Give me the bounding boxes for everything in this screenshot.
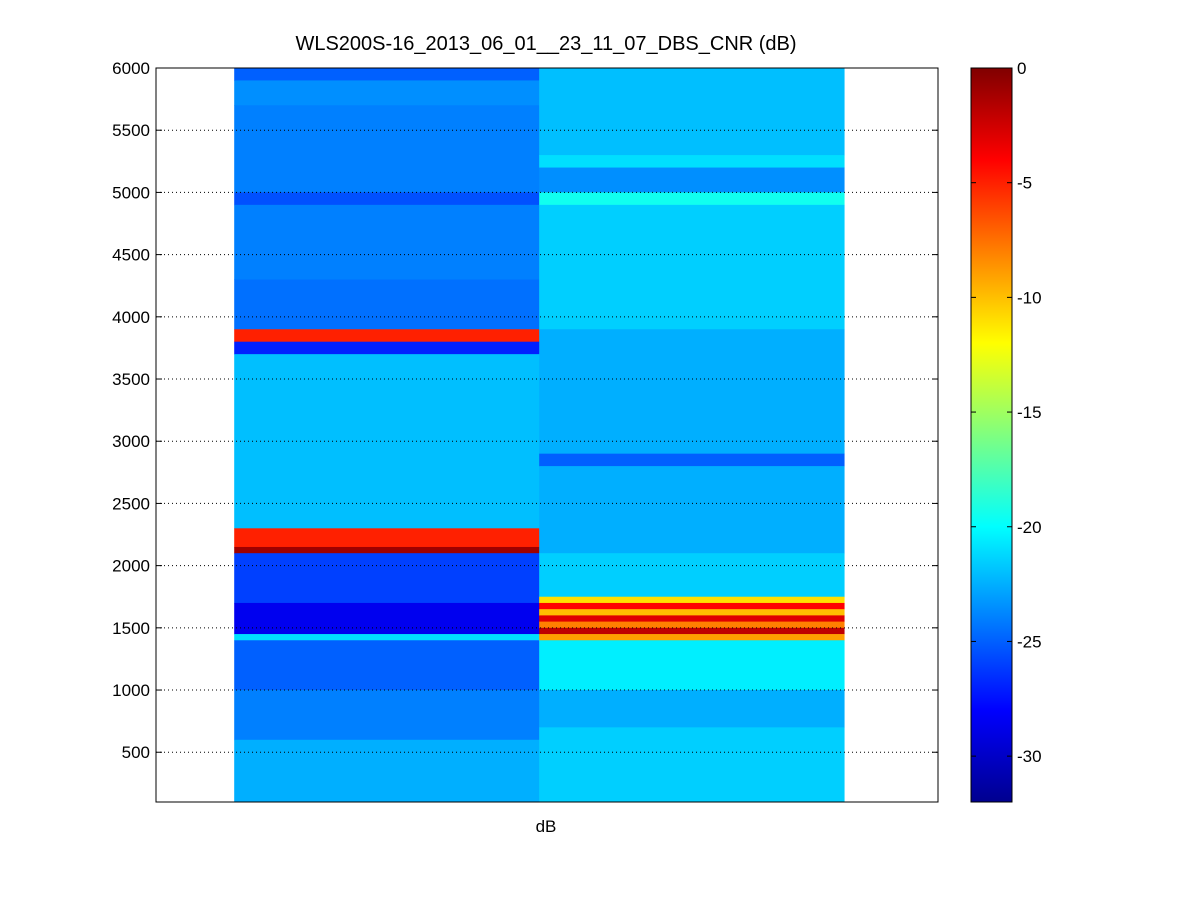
heatmap-cell — [234, 553, 540, 604]
y-tick-label: 4500 — [112, 246, 150, 265]
heatmap-cell — [234, 739, 540, 803]
colorbar-tick-label: -25 — [1017, 632, 1042, 651]
heatmap-cell — [539, 329, 845, 380]
y-tick-label: 1500 — [112, 619, 150, 638]
heatmap-cell — [539, 379, 845, 455]
heatmap-cell — [234, 80, 540, 106]
heatmap-cell — [539, 690, 845, 728]
heatmap-cell — [234, 634, 540, 641]
y-tick-label: 5000 — [112, 183, 150, 202]
colorbar-tick-label: -20 — [1017, 518, 1042, 537]
heatmap-cell — [539, 68, 845, 156]
heatmap-cell — [539, 634, 845, 641]
heatmap-cell — [234, 192, 540, 206]
heatmap-cell — [539, 602, 845, 610]
y-tick-label: 2500 — [112, 494, 150, 513]
heatmap-cell — [539, 466, 845, 554]
heatmap-cell — [539, 621, 845, 629]
heatmap-cell — [539, 192, 845, 206]
colorbar-tick-label: -30 — [1017, 747, 1042, 766]
heatmap-cell — [539, 596, 845, 604]
heatmap-cell — [539, 640, 845, 691]
x-axis-label: dB — [536, 817, 557, 836]
colorbar-tick-label: -15 — [1017, 403, 1042, 422]
y-axis-ticks: 500 1000 1500 2000 2500 3000 3500 4000 4500 5000 5… — [112, 59, 938, 762]
heatmap-cell — [539, 204, 845, 330]
y-tick-label: 3500 — [112, 370, 150, 389]
y-tick-label: 2000 — [112, 557, 150, 576]
y-tick-label: 5500 — [112, 121, 150, 140]
heatmap-cell — [234, 690, 540, 741]
heatmap-cell — [234, 640, 540, 691]
y-tick-label: 6000 — [112, 59, 150, 78]
colorbar-tick-label: 0 — [1017, 59, 1026, 78]
heatmap-cell — [539, 167, 845, 193]
heatmap-cell — [234, 602, 540, 635]
colorbar-tick-label: -5 — [1017, 174, 1032, 193]
y-tick-label: 1000 — [112, 681, 150, 700]
heatmap-cell — [234, 546, 540, 554]
heatmap-cell — [234, 130, 540, 193]
heatmap-cell — [234, 279, 540, 330]
heatmap-cell — [539, 609, 845, 616]
plot-frame — [155, 67, 939, 803]
heatmap-cell — [539, 553, 845, 598]
heatmap-cell — [234, 329, 540, 343]
heatmap-cell — [539, 615, 845, 623]
heatmap-cell — [539, 453, 845, 467]
colorbar — [970, 67, 1013, 803]
heatmap-cell — [539, 155, 845, 168]
colorbar-ticks: 0 -5 -10 -15 -20 -25 -30 — [971, 59, 1042, 766]
y-tick-label: 4000 — [112, 308, 150, 327]
heatmap-cell — [539, 627, 845, 635]
heatmap-cell — [539, 727, 845, 803]
heatmap-cell — [234, 341, 540, 355]
heatmap-cells — [234, 68, 845, 803]
y-tick-label: 500 — [122, 743, 150, 762]
heatmap-cell — [234, 105, 540, 131]
chart-title: WLS200S-16_2013_06_01__23_11_07_DBS_CNR … — [295, 33, 796, 55]
heatmap-cell — [234, 68, 540, 81]
y-tick-label: 3000 — [112, 432, 150, 451]
colorbar-tick-label: -10 — [1017, 288, 1042, 307]
heatmap-cell — [234, 204, 540, 280]
heatmap-cell — [234, 528, 540, 548]
